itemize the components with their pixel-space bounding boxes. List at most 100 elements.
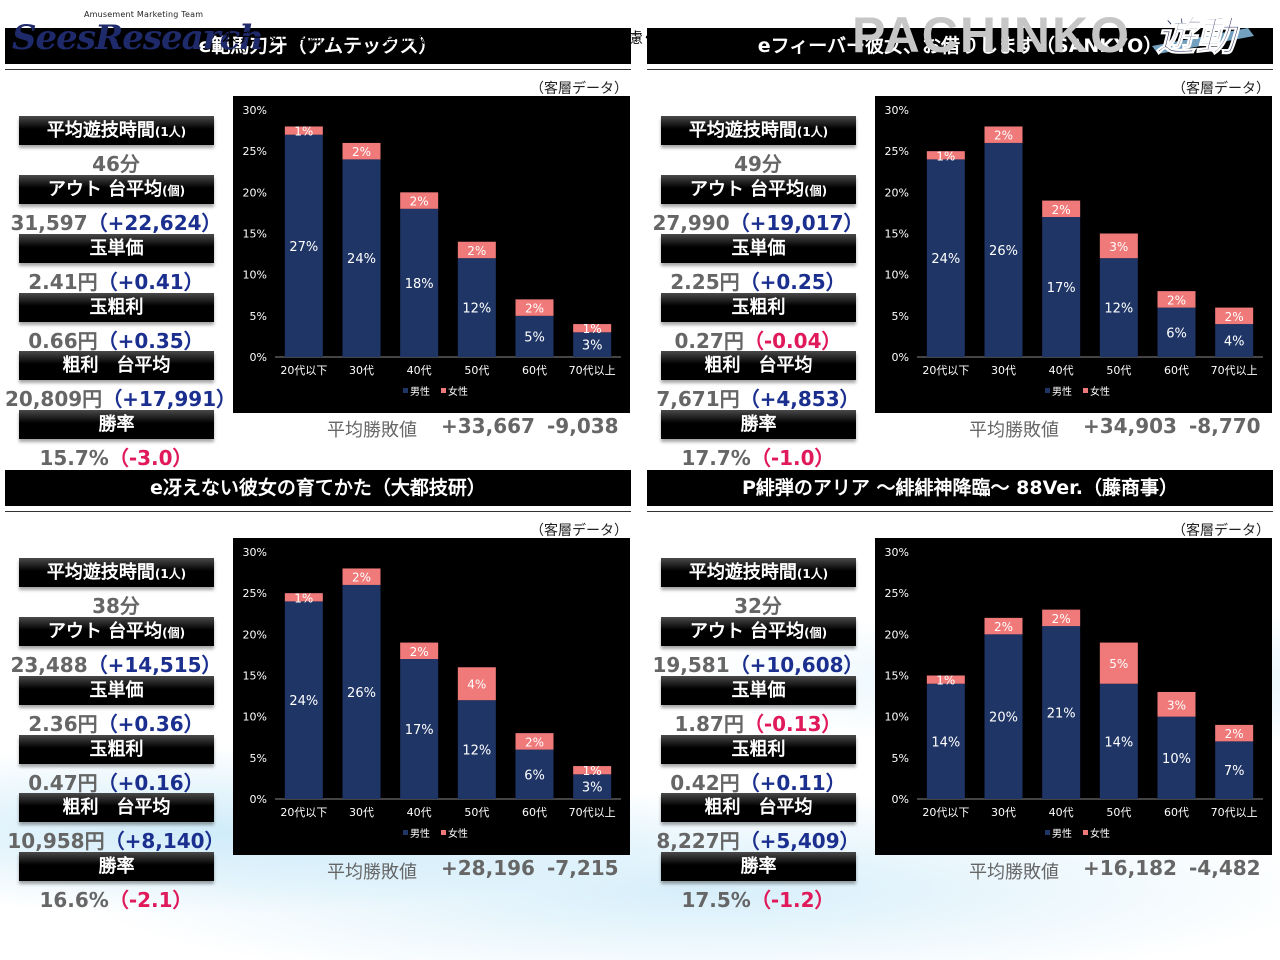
bar-female bbox=[926, 675, 965, 684]
avg-win-label: 平均勝敗値 bbox=[969, 862, 1059, 883]
y-tick-label: 25% bbox=[885, 145, 909, 158]
legend-label: 男性 bbox=[1052, 385, 1072, 398]
tama-price-number: 2.41円 bbox=[28, 270, 98, 294]
tama-profit-number: 0.66円 bbox=[28, 329, 98, 353]
legend-label: 男性 bbox=[1052, 827, 1072, 840]
data-label: 2% bbox=[525, 735, 544, 749]
legend-label: 男性 bbox=[410, 827, 430, 840]
data-label: 3% bbox=[582, 339, 603, 354]
data-label: 4% bbox=[467, 678, 486, 692]
avg-time-value: 32分 bbox=[734, 594, 782, 618]
legend-label: 女性 bbox=[448, 385, 468, 398]
legend-swatch bbox=[403, 388, 408, 393]
avg-win-minus: -4,482 bbox=[1189, 856, 1261, 880]
data-label: 26% bbox=[347, 686, 376, 701]
tama-profit-value: 0.47円（+0.16） bbox=[5, 767, 227, 796]
bar-female bbox=[926, 151, 965, 160]
tama-profit-number: 0.27円 bbox=[674, 329, 744, 353]
win-rate-number: 17.7% bbox=[681, 446, 751, 470]
data-label: 2% bbox=[1225, 310, 1244, 324]
x-tick-label: 20代以下 bbox=[280, 806, 327, 819]
data-label: 2% bbox=[1167, 293, 1186, 307]
bar-female bbox=[515, 733, 554, 750]
yudo-logo: 遊動 bbox=[1152, 13, 1254, 61]
machine-title: e冴えない彼女の育てかた（大都技研） bbox=[5, 470, 631, 506]
avg-win-label: 平均勝敗値 bbox=[327, 420, 417, 441]
bar-female bbox=[342, 142, 381, 160]
y-tick-label: 0% bbox=[892, 351, 909, 364]
tama-profit-number: 0.47円 bbox=[28, 771, 98, 795]
bar-male bbox=[284, 134, 323, 357]
win-rate-number: 16.6% bbox=[39, 888, 109, 912]
bar-male bbox=[1215, 324, 1254, 357]
bar-female bbox=[1099, 642, 1138, 684]
legend-swatch bbox=[1045, 388, 1050, 393]
win-rate-value: 17.7%（-1.0） bbox=[647, 442, 869, 471]
x-tick-label: 30代 bbox=[991, 364, 1016, 377]
tama-price-label: 玉単価 bbox=[661, 234, 856, 263]
bar-male bbox=[342, 159, 381, 357]
win-rate-diff: （-3.0） bbox=[108, 446, 193, 470]
y-tick-label: 15% bbox=[885, 228, 909, 241]
data-label: 24% bbox=[347, 252, 376, 267]
tama-price-label: 玉単価 bbox=[19, 676, 214, 705]
profit-diff: （+4,853） bbox=[739, 387, 860, 411]
tama-price-value: 2.36円（+0.36） bbox=[5, 708, 227, 737]
y-tick-label: 15% bbox=[243, 228, 267, 241]
out-number: 23,488 bbox=[10, 653, 88, 677]
avg-time-value: 38分 bbox=[92, 594, 140, 618]
out-value: 23,488（+14,515） bbox=[5, 649, 227, 678]
tama-price-label: 玉単価 bbox=[19, 234, 214, 263]
avg-time-label: 平均遊技時間(1人) bbox=[661, 116, 856, 145]
win-rate-diff: （-1.2） bbox=[750, 888, 835, 912]
data-label: 12% bbox=[1104, 302, 1133, 317]
bar-female bbox=[573, 324, 612, 333]
data-label: 26% bbox=[989, 244, 1018, 259]
y-tick-label: 0% bbox=[250, 351, 267, 364]
data-label: 2% bbox=[1052, 203, 1071, 217]
win-rate-value: 17.5%（-1.2） bbox=[647, 884, 869, 913]
x-tick-label: 20代以下 bbox=[922, 364, 969, 377]
tama-price-diff: （+0.25） bbox=[739, 270, 846, 294]
customer-data-label: （客層データ） bbox=[530, 523, 628, 539]
tama-profit-value: 0.27円（-0.04） bbox=[647, 325, 869, 354]
out-diff: （+22,624） bbox=[87, 211, 222, 235]
data-label: 1% bbox=[583, 764, 602, 778]
bar-male bbox=[1042, 217, 1081, 357]
avg-win-plus: +34,903 bbox=[1083, 414, 1177, 438]
legend-swatch bbox=[1045, 830, 1050, 835]
avg-time-value: 46分 bbox=[92, 152, 140, 176]
bar-female bbox=[400, 192, 439, 209]
data-label: 20% bbox=[989, 711, 1018, 726]
profit-diff: （+8,140） bbox=[104, 829, 225, 853]
profit-diff: （+17,991） bbox=[102, 387, 237, 411]
y-tick-label: 25% bbox=[243, 587, 267, 600]
bar-female bbox=[457, 241, 496, 259]
bar-female bbox=[573, 766, 612, 775]
x-tick-label: 20代以下 bbox=[280, 364, 327, 377]
tama-price-label: 玉単価 bbox=[661, 676, 856, 705]
x-tick-label: 50代 bbox=[464, 364, 489, 377]
bar-male bbox=[984, 634, 1023, 799]
data-label: 7% bbox=[1224, 764, 1245, 779]
win-rate-label: 勝率 bbox=[19, 852, 214, 881]
x-tick-label: 70代以上 bbox=[1211, 806, 1258, 819]
machine-panel-3: e冴えない彼女の育てかた（大都技研） （客層データ） 平均遊技時間(1人) 38… bbox=[5, 470, 631, 912]
customer-data-label: （客層データ） bbox=[1172, 523, 1270, 539]
bar-female bbox=[1042, 200, 1081, 218]
machine-panel-4: P緋弾のアリア ～緋緋神降臨～ 88Ver.（藤商事） （客層データ） 平均遊技… bbox=[647, 470, 1273, 912]
tama-profit-diff: （+0.35） bbox=[97, 329, 204, 353]
bar-male bbox=[515, 749, 554, 799]
x-tick-label: 60代 bbox=[522, 364, 547, 377]
tama-profit-label: 玉粗利 bbox=[19, 293, 214, 322]
bar-female bbox=[284, 593, 323, 602]
legend-swatch bbox=[403, 830, 408, 835]
age-gender-chart: 0% 5% 10% 15% 20% 25% 30% 24% 1% 20代以下 26% 2% 30代 17%… bbox=[233, 538, 630, 855]
tama-profit-diff: （-0.04） bbox=[743, 329, 842, 353]
x-tick-label: 40代 bbox=[1049, 806, 1074, 819]
avg-win-label: 平均勝敗値 bbox=[327, 862, 417, 883]
bar-male bbox=[515, 315, 554, 357]
data-label: 2% bbox=[410, 645, 429, 659]
win-rate-label: 勝率 bbox=[19, 410, 214, 439]
data-label: 1% bbox=[936, 674, 955, 688]
